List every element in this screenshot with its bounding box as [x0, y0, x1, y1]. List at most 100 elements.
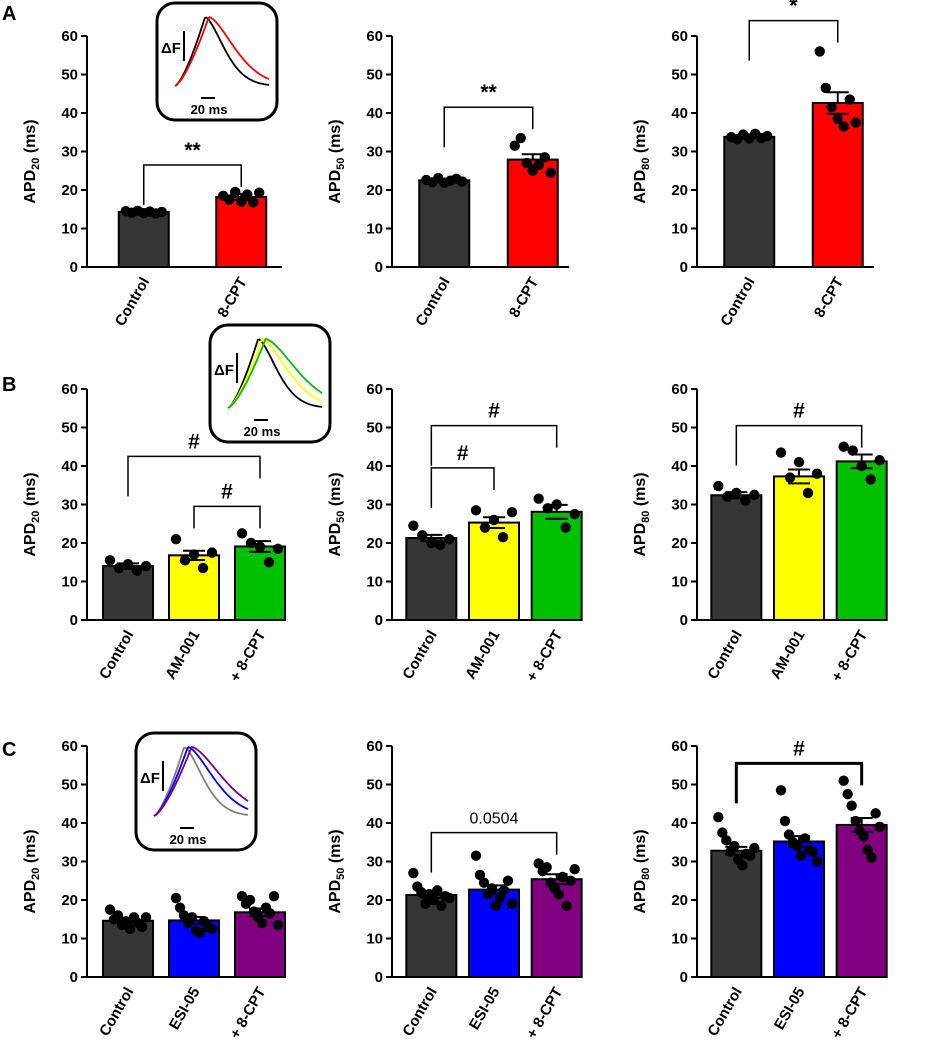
y-tick-label: 30: [671, 497, 688, 514]
data-point: [560, 522, 571, 533]
bar: [102, 565, 154, 621]
inset-delta-f-label: ΔF: [214, 362, 234, 379]
data-point: [749, 489, 760, 501]
significance-bracket: [430, 467, 495, 508]
y-tick-label: 0: [680, 612, 688, 629]
data-point: [850, 815, 861, 827]
data-point: [120, 915, 132, 927]
data-point: [838, 775, 849, 786]
data-point: [838, 441, 849, 452]
panel-label-a: A: [2, 3, 16, 25]
data-point: [509, 140, 520, 151]
data-point: [194, 927, 206, 938]
data-point: [533, 858, 544, 869]
bar: [835, 460, 888, 621]
inset-0: ΔF 20 ms: [155, 1, 279, 122]
panel-label-c: C: [2, 739, 16, 761]
data-point: [791, 840, 803, 852]
category-label: Control: [704, 628, 745, 683]
data-point: [131, 565, 143, 576]
y-tick-label: 0: [680, 969, 688, 986]
y-tick-label: 0: [70, 259, 78, 276]
y-tick-label: 20: [61, 535, 78, 552]
data-point: [156, 206, 167, 218]
category-label: AM-001: [462, 628, 503, 683]
data-point: [844, 94, 855, 105]
inset-trace: [153, 745, 249, 817]
data-point: [515, 132, 526, 144]
bar: [405, 536, 458, 621]
data-point: [230, 186, 241, 198]
data-point: [717, 827, 728, 838]
data-point: [541, 862, 552, 873]
significance-bracket: [430, 831, 558, 873]
inset-trace: [153, 745, 249, 817]
y-tick-label: 60: [61, 381, 78, 398]
y-axis-label: APD20 (ms): [22, 829, 42, 913]
data-point: [811, 468, 823, 479]
data-point: [521, 157, 532, 169]
data-point: [838, 121, 849, 132]
chart-7: 0 10 20 30 40 50 60 APD50 (ms) Control ESI-05 + 8-…: [327, 738, 583, 1042]
y-tick-label: 60: [366, 738, 383, 755]
y-tick-label: 50: [671, 420, 688, 437]
y-axis-label: APD20 (ms): [22, 472, 42, 556]
data-point: [814, 46, 825, 57]
data-point: [569, 864, 580, 875]
data-point: [488, 514, 500, 526]
data-point: [268, 890, 280, 902]
data-point: [799, 833, 811, 844]
data-point: [858, 831, 869, 842]
inset-frame: [134, 731, 258, 852]
y-tick-label: 20: [366, 182, 383, 199]
data-point: [820, 82, 831, 94]
y-tick-label: 20: [61, 892, 78, 909]
y-tick-label: 60: [61, 28, 78, 45]
data-point: [729, 840, 740, 852]
y-tick-label: 40: [671, 458, 688, 475]
data-point: [497, 532, 509, 543]
data-point: [224, 194, 235, 205]
category-label: Control: [96, 985, 137, 1040]
significance-label: **: [480, 81, 497, 104]
data-point: [740, 495, 751, 506]
y-tick-label: 20: [671, 892, 688, 909]
data-point: [416, 887, 427, 898]
y-tick-label: 0: [70, 612, 78, 629]
category-label: 8-CPT: [811, 275, 847, 321]
data-point: [244, 894, 256, 906]
bar: [710, 494, 763, 622]
y-tick-label: 60: [671, 738, 688, 755]
data-point: [256, 917, 268, 929]
data-point: [722, 491, 733, 502]
category-label: Control: [96, 628, 137, 683]
data-point: [178, 910, 190, 921]
bar: [835, 823, 888, 978]
y-tick-label: 40: [366, 458, 383, 475]
data-point: [478, 877, 490, 888]
significance-bracket: [443, 106, 534, 148]
significance-label: #: [793, 400, 805, 423]
y-tick-label: 20: [366, 535, 383, 552]
y-tick-label: 40: [366, 815, 383, 832]
y-tick-label: 50: [61, 420, 78, 437]
data-point: [745, 850, 756, 861]
y-tick-label: 60: [671, 28, 688, 45]
category-label: AM-001: [162, 628, 203, 683]
bar: [468, 521, 520, 621]
insets-layer: ΔF 20 ms ΔF 20 ms ΔF 20 ms: [134, 1, 332, 852]
data-point: [551, 499, 562, 510]
y-tick-label: 30: [671, 144, 688, 161]
y-tick-label: 10: [671, 221, 688, 238]
inset-6: ΔF 20 ms: [134, 731, 258, 852]
data-point: [856, 460, 867, 472]
significance-bracket: [143, 164, 242, 205]
data-point: [847, 445, 858, 456]
data-point: [850, 117, 861, 128]
data-point: [862, 844, 873, 856]
data-point: [236, 528, 248, 539]
inset-trace: [174, 15, 270, 87]
y-tick-label: 10: [366, 574, 383, 591]
data-point: [206, 547, 218, 558]
data-point: [775, 785, 787, 796]
